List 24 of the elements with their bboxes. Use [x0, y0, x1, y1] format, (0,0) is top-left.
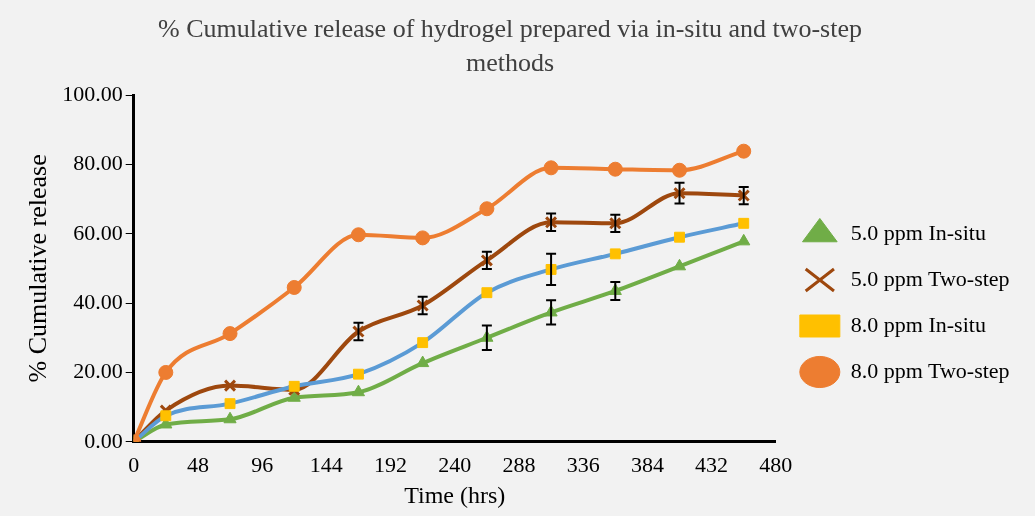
y-tick-label: 80.00 [73, 150, 123, 176]
legend-label: 8.0 ppm In-situ [850, 311, 986, 337]
legend-label: 5.0 ppm In-situ [850, 219, 986, 245]
x-tick-label: 336 [566, 451, 600, 477]
x-tick-label: 48 [186, 451, 209, 477]
y-axis-title: % Cumulative release [23, 154, 53, 383]
y-tick-label: 60.00 [73, 219, 123, 245]
y-tick-label: 40.00 [73, 288, 123, 314]
y-tick-label: 0.00 [84, 427, 123, 453]
y-tick-label: 100.00 [62, 80, 123, 106]
legend-label: 5.0 ppm Two-step [850, 265, 1010, 291]
x-axis-title: Time (hrs) [404, 481, 506, 508]
y-tick-label: 20.00 [73, 358, 123, 384]
x-tick-label: 288 [502, 451, 536, 477]
legend-label: 8.0 ppm Two-step [850, 357, 1010, 383]
chart-title: % Cumulative release of hydrogel prepared via in-situ and two-step methods [157, 13, 863, 79]
x-tick-label: 192 [374, 451, 408, 477]
x-tick-label: 240 [438, 451, 472, 477]
x-tick-label: 96 [251, 451, 274, 477]
x-tick-label: 480 [759, 451, 793, 477]
x-tick-label: 384 [630, 451, 664, 477]
x-tick-label: 0 [128, 451, 140, 477]
x-tick-label: 432 [695, 451, 729, 477]
x-tick-label: 144 [309, 451, 343, 477]
